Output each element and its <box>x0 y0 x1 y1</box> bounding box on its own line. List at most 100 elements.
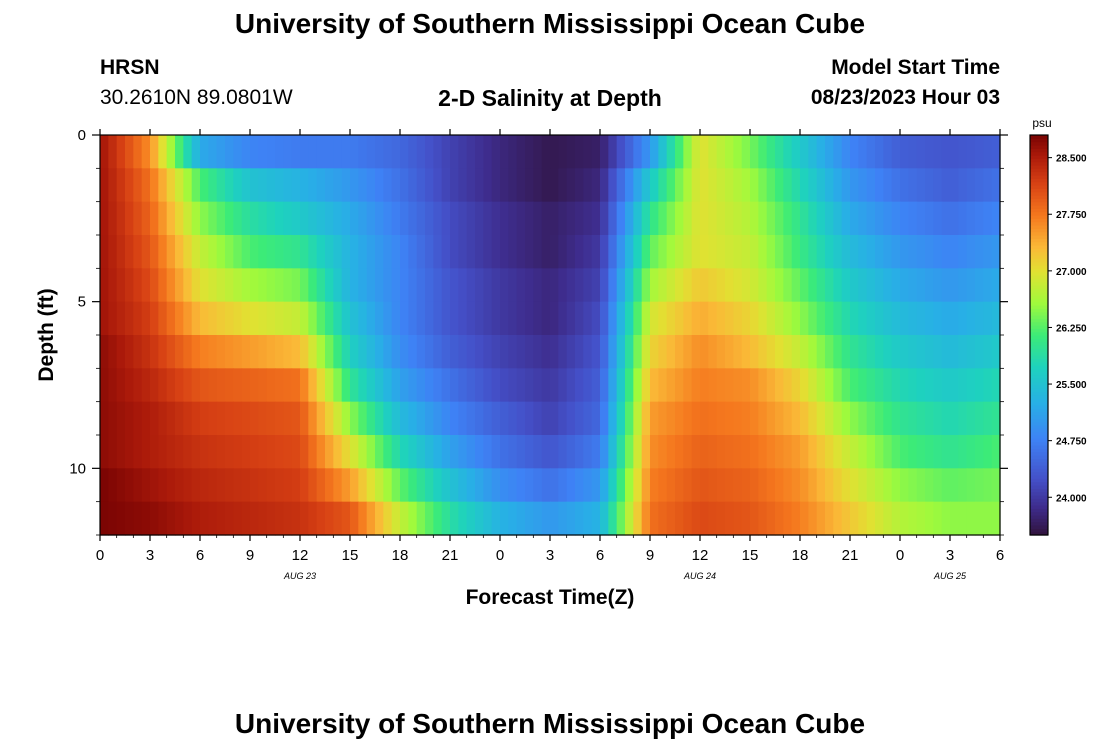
heatmap-cell <box>591 268 601 303</box>
heatmap-cell <box>583 201 593 236</box>
heatmap-cell <box>766 268 776 303</box>
heatmap-cell <box>883 135 893 169</box>
heatmap-cell <box>350 268 359 303</box>
heatmap-cell <box>300 201 309 236</box>
colorbar-segment <box>1030 141 1048 146</box>
heatmap-cell <box>241 301 251 336</box>
colorbar-segment <box>1030 528 1048 533</box>
heatmap-cell <box>558 301 568 336</box>
heatmap-cell <box>683 435 693 469</box>
heatmap-cell <box>650 468 659 503</box>
heatmap-cell <box>116 435 126 469</box>
heatmap-cell <box>433 235 443 269</box>
heatmap-cell <box>416 501 426 536</box>
heatmap-cell <box>208 268 218 303</box>
colorbar-segment <box>1030 231 1048 236</box>
heatmap-cell <box>850 201 859 236</box>
heatmap-cell <box>675 201 684 236</box>
heatmap-cell <box>958 335 968 369</box>
heatmap-cell <box>891 168 901 203</box>
heatmap-cell <box>808 268 818 303</box>
heatmap-cell <box>275 268 284 303</box>
heatmap-cell <box>391 435 401 469</box>
heatmap-cell <box>375 501 384 536</box>
heatmap-cell <box>616 368 626 403</box>
heatmap-cell <box>791 201 801 236</box>
heatmap-cell <box>100 435 109 469</box>
heatmap-cell <box>666 168 676 203</box>
heatmap-cell <box>150 135 159 169</box>
heatmap-cell <box>500 435 509 469</box>
heatmap-cell <box>150 501 159 536</box>
colorbar-segment <box>1030 465 1048 469</box>
heatmap-cell <box>108 368 118 403</box>
heatmap-cell <box>641 435 651 469</box>
heatmap-cell <box>975 501 984 536</box>
heatmap-cell <box>675 335 684 369</box>
heatmap-cell <box>166 335 176 369</box>
heatmap-cell <box>350 368 359 403</box>
heatmap-cell <box>900 501 909 536</box>
heatmap-cell <box>508 401 518 436</box>
x-tick-label: 3 <box>546 547 554 564</box>
heatmap-cell <box>591 435 601 469</box>
heatmap-cell <box>541 168 551 203</box>
x-tick-label: 6 <box>996 547 1004 564</box>
colorbar-tick-label: 26.250 <box>1056 323 1087 334</box>
heatmap-cell <box>883 401 893 436</box>
colorbar-segment <box>1030 311 1048 316</box>
colorbar-segment <box>1030 421 1048 426</box>
heatmap-cell <box>700 268 709 303</box>
heatmap-cell <box>233 468 243 503</box>
heatmap-cell <box>316 235 326 269</box>
heatmap-cell <box>108 135 118 169</box>
heatmap-cell <box>300 135 309 169</box>
colorbar-segment <box>1030 245 1048 249</box>
heatmap-cell <box>508 201 518 236</box>
heatmap-cell <box>733 368 743 403</box>
heatmap-cell <box>366 401 376 436</box>
heatmap-cell <box>550 501 559 536</box>
heatmap-cell <box>441 235 451 269</box>
heatmap-cell <box>466 201 476 236</box>
heatmap-cell <box>683 468 693 503</box>
heatmap-cell <box>633 501 643 536</box>
heatmap-cell <box>283 168 293 203</box>
heatmap-cell <box>241 268 251 303</box>
heatmap-cell <box>541 401 551 436</box>
heatmap-cell <box>775 401 784 436</box>
heatmap-cell <box>258 268 268 303</box>
heatmap-cell <box>925 401 934 436</box>
heatmap-cell <box>525 368 534 403</box>
heatmap-cell <box>733 435 743 469</box>
heatmap-cell <box>741 168 751 203</box>
heatmap-cell <box>183 368 193 403</box>
heatmap-cell <box>375 468 384 503</box>
heatmap-cell <box>641 168 651 203</box>
colorbar-tick-label: 24.000 <box>1056 493 1087 504</box>
heatmap-cell <box>508 135 518 169</box>
heatmap-cell <box>925 435 934 469</box>
heatmap-cell <box>408 368 418 403</box>
heatmap-cell <box>425 468 434 503</box>
heatmap-cell <box>616 201 626 236</box>
heatmap-cell <box>116 401 126 436</box>
heatmap-cell <box>858 268 868 303</box>
heatmap-cell <box>283 201 293 236</box>
heatmap-cell <box>616 468 626 503</box>
heatmap-cell <box>191 168 201 203</box>
heatmap-cell <box>408 268 418 303</box>
heatmap-cell <box>491 235 501 269</box>
heatmap-cell <box>266 501 276 536</box>
heatmap-cell <box>650 235 659 269</box>
heatmap-cell <box>150 301 159 336</box>
x-tick-label: 21 <box>842 547 859 564</box>
heatmap-cell <box>258 168 268 203</box>
heatmap-cell <box>766 301 776 336</box>
heatmap-cell <box>350 135 359 169</box>
heatmap-cell <box>475 201 484 236</box>
heatmap-cell <box>450 235 459 269</box>
heatmap-cell <box>508 435 518 469</box>
heatmap-cell <box>633 235 643 269</box>
heatmap-cell <box>925 501 934 536</box>
